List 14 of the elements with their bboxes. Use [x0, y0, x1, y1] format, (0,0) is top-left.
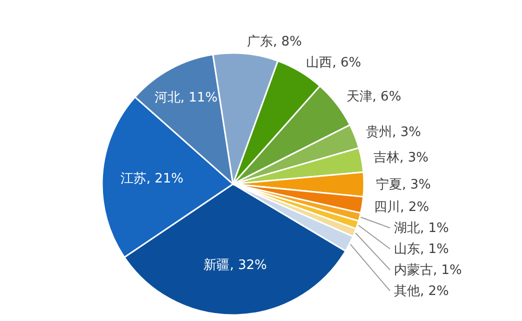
- slice-label: 山西, 6%: [306, 56, 362, 71]
- slice-label: 四川, 2%: [374, 200, 430, 215]
- slice-label: 江苏, 21%: [120, 172, 184, 187]
- slice-label: 湖北, 1%: [394, 220, 449, 236]
- slice-label: 吉林, 3%: [374, 150, 428, 166]
- slice-label: 内蒙古, 1%: [394, 262, 462, 278]
- slice-label: 天津, 6%: [346, 90, 402, 105]
- slice-label: 山东, 1%: [394, 242, 449, 257]
- slice-label: 贵州, 3%: [366, 124, 422, 140]
- slice-label: 宁夏, 3%: [376, 176, 431, 192]
- slice-label: 新疆, 32%: [204, 258, 267, 274]
- slice-label: 其他, 2%: [394, 284, 449, 299]
- slice-label: 河北, 11%: [154, 90, 218, 106]
- slice-label: 广东, 8%: [246, 34, 302, 50]
